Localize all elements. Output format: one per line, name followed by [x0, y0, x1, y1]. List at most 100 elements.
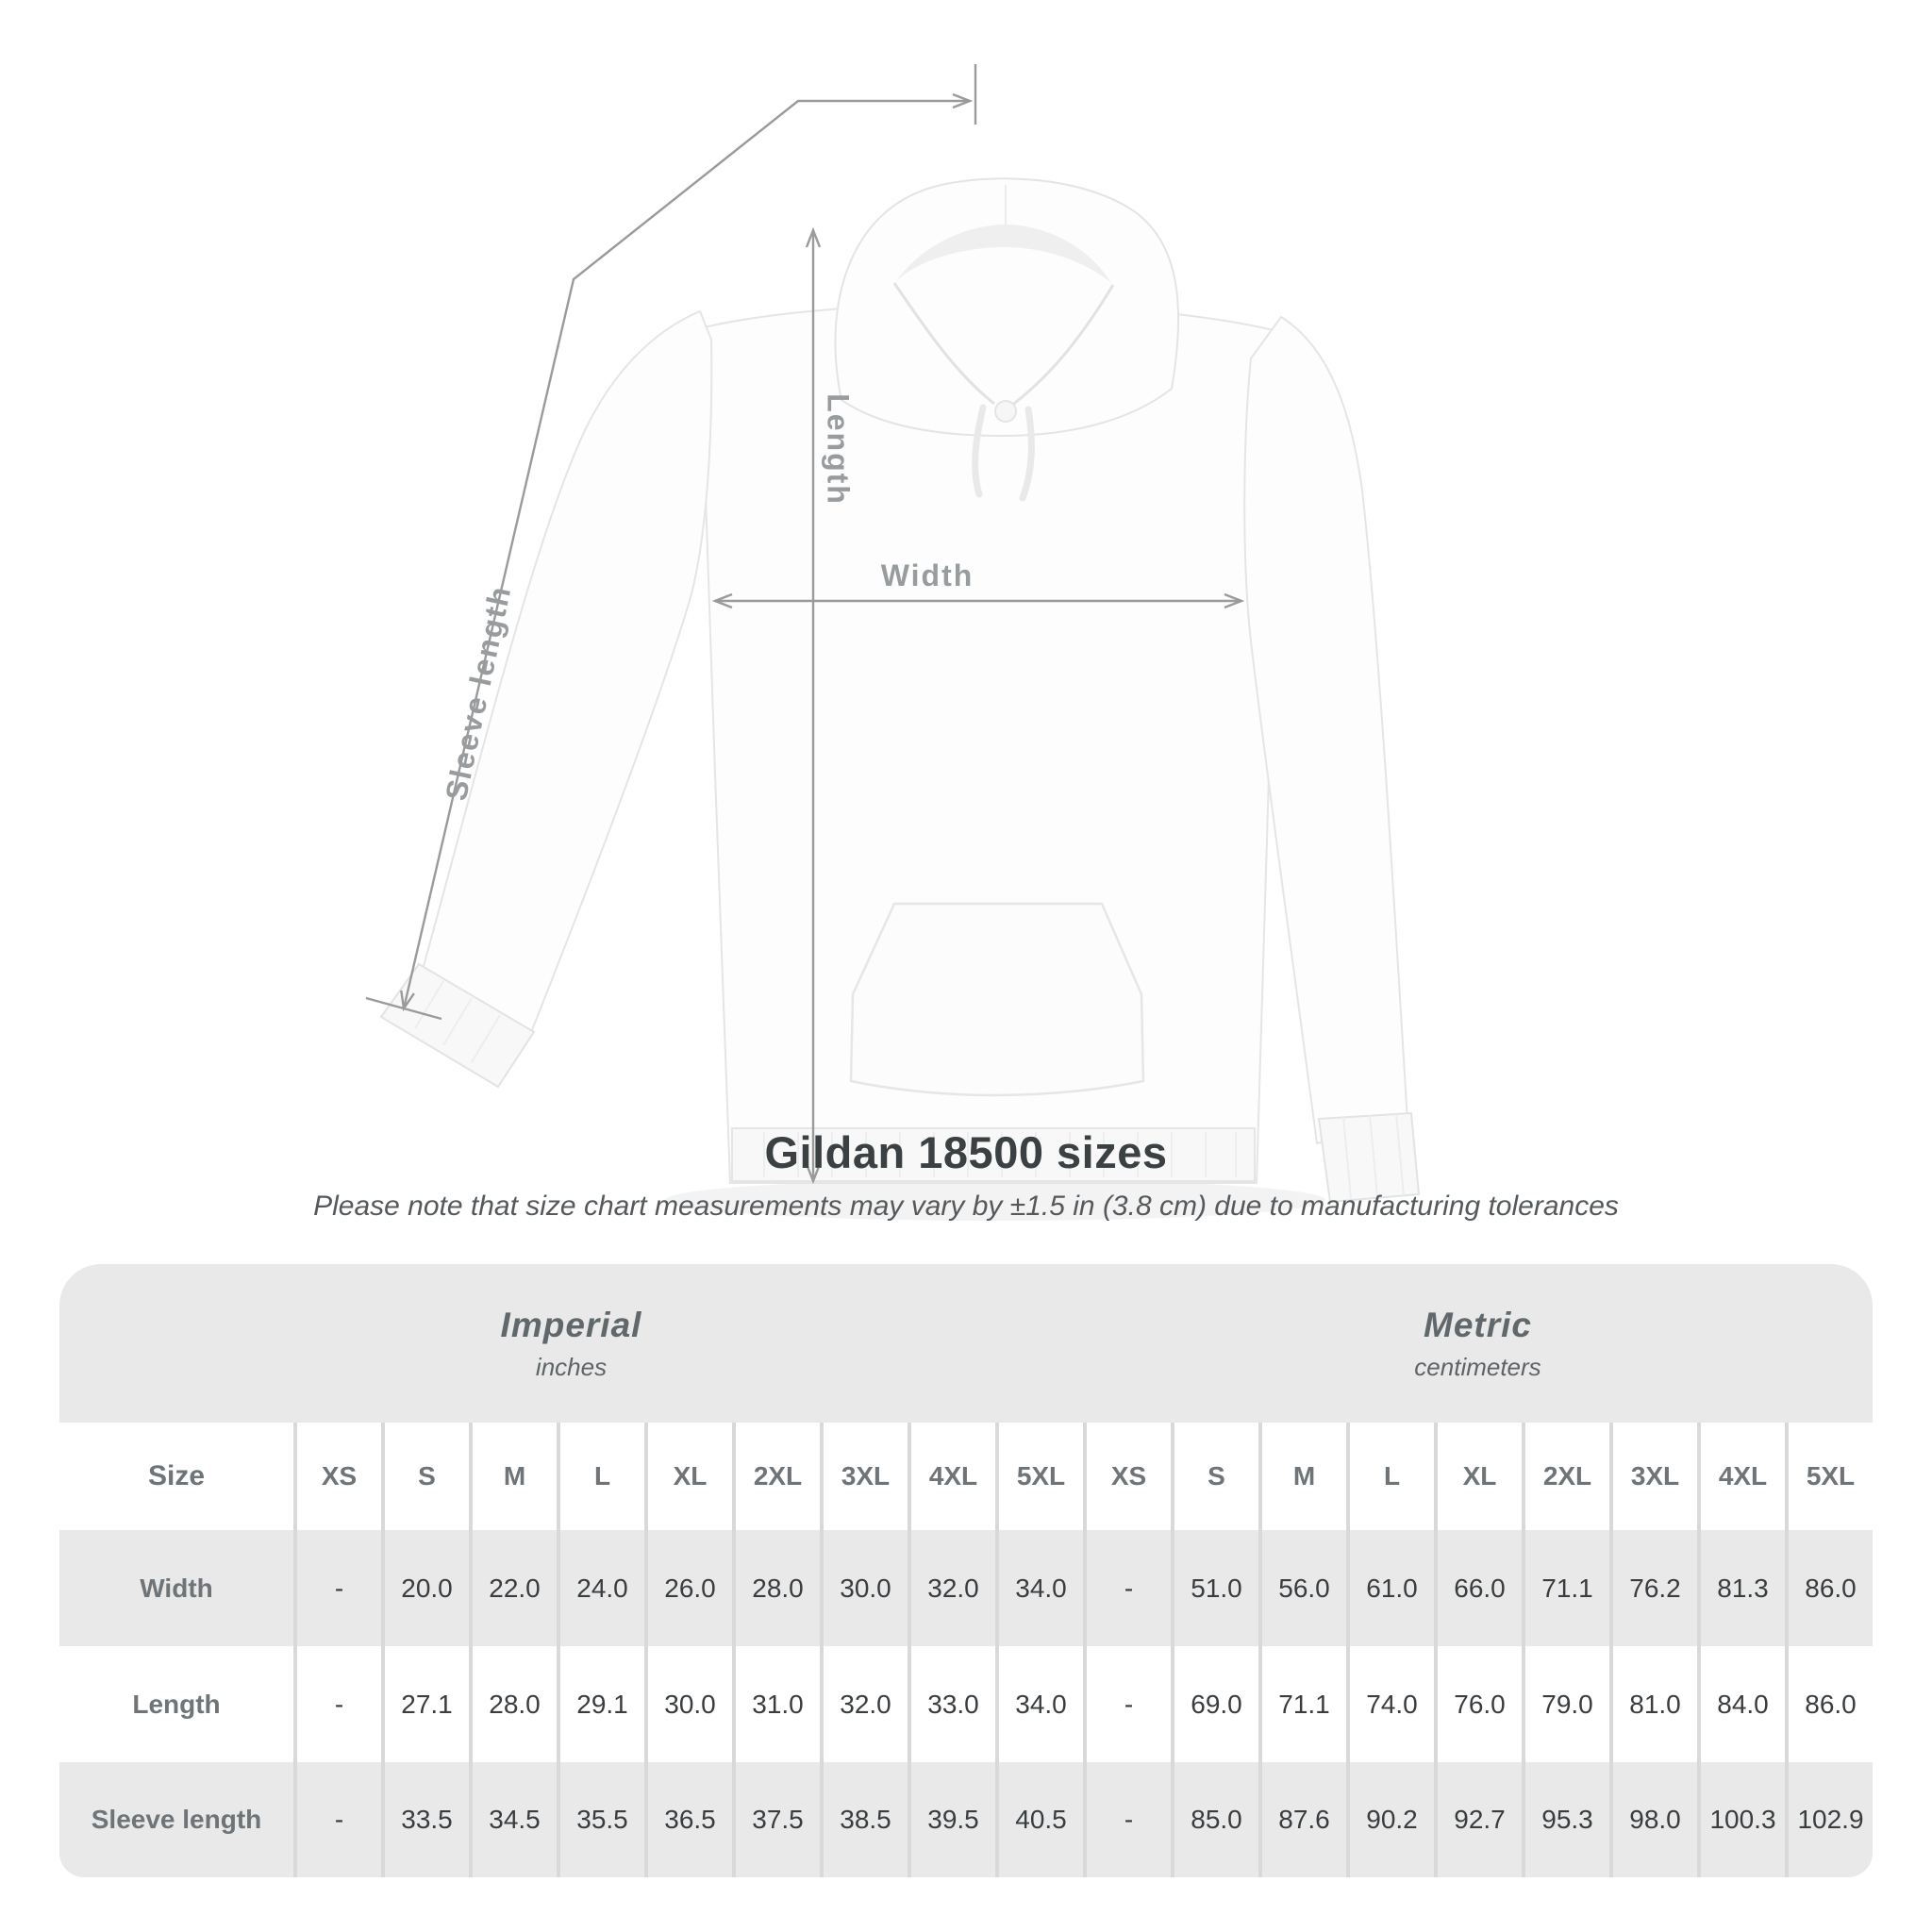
- drawstring-right: [1019, 406, 1035, 502]
- table-cell: 32.0: [908, 1530, 995, 1646]
- size-col-header: L: [557, 1423, 644, 1530]
- size-col-header: M: [1258, 1423, 1346, 1530]
- table-cell: 40.5: [995, 1762, 1083, 1877]
- size-col-header: XS: [1083, 1423, 1171, 1530]
- size-col-header: 3XL: [820, 1423, 908, 1530]
- hoodie-hem: [731, 1127, 1256, 1182]
- table-cell: 33.0: [908, 1646, 995, 1762]
- hoodie-illustration: [379, 177, 1421, 1221]
- table-cell: 29.1: [557, 1646, 644, 1762]
- table-cell: 86.0: [1785, 1530, 1873, 1646]
- table-cell: 28.0: [732, 1530, 820, 1646]
- size-col-header: 5XL: [1785, 1423, 1873, 1530]
- table-cell: 84.0: [1697, 1646, 1785, 1762]
- imperial-group-title: Imperial: [500, 1305, 642, 1344]
- table-cell: 20.0: [381, 1530, 469, 1646]
- table-cell: 74.0: [1346, 1646, 1434, 1762]
- sleeve-measure-line: [400, 92, 974, 1012]
- table-cell: -: [1083, 1762, 1171, 1877]
- table-cell: 90.2: [1346, 1762, 1434, 1877]
- right-cuff: [1317, 1111, 1421, 1204]
- table-cell: 86.0: [1785, 1646, 1873, 1762]
- table-cell: -: [1083, 1530, 1171, 1646]
- table-cell: 79.0: [1522, 1646, 1609, 1762]
- table-cell: 34.0: [995, 1530, 1083, 1646]
- table-cell: 26.0: [644, 1530, 732, 1646]
- hood-front-edge-right: [1010, 284, 1115, 408]
- table-cell: 31.0: [732, 1646, 820, 1762]
- row-label-width: Width: [59, 1530, 293, 1646]
- imperial-group-units: inches: [535, 1352, 608, 1381]
- table-cell: 100.3: [1697, 1762, 1785, 1877]
- measurement-lines: [365, 64, 1245, 1185]
- imperial-group-header: Imperial inches: [59, 1264, 1083, 1423]
- table-cell: 98.0: [1609, 1762, 1697, 1877]
- table-cell: 30.0: [644, 1646, 732, 1762]
- hem-ribbing: [763, 1132, 1237, 1177]
- table-cell: 95.3: [1522, 1762, 1609, 1877]
- table-cell: 34.5: [469, 1762, 557, 1877]
- size-col-header: S: [1171, 1423, 1258, 1530]
- table-cell: 35.5: [557, 1762, 644, 1877]
- metric-group-header: Metric centimeters: [1083, 1264, 1873, 1423]
- table-cell: 85.0: [1171, 1762, 1258, 1877]
- size-col-header: XL: [644, 1423, 732, 1530]
- size-col-header: 2XL: [1522, 1423, 1609, 1530]
- size-col-header: 4XL: [1697, 1423, 1785, 1530]
- table-cell: 61.0: [1346, 1530, 1434, 1646]
- table-cell: 56.0: [1258, 1530, 1346, 1646]
- hoodie-pocket: [849, 902, 1145, 1097]
- size-col-header: 5XL: [995, 1423, 1083, 1530]
- table-cell: 38.5: [820, 1762, 908, 1877]
- table-cell: 34.0: [995, 1646, 1083, 1762]
- table-cell: 92.7: [1434, 1762, 1522, 1877]
- tolerance-note: Please note that size chart measurements…: [313, 1191, 1619, 1222]
- size-col-header: XS: [293, 1423, 381, 1530]
- metric-group-title: Metric: [1424, 1305, 1532, 1344]
- table-cell: 27.1: [381, 1646, 469, 1762]
- table-cell: 81.0: [1609, 1646, 1697, 1762]
- table-cell: 71.1: [1258, 1646, 1346, 1762]
- size-col-header: S: [381, 1423, 469, 1530]
- hoodie-hood: [834, 177, 1180, 438]
- size-col-header: L: [1346, 1423, 1434, 1530]
- table-cell: 76.2: [1609, 1530, 1697, 1646]
- table-cell: 28.0: [469, 1646, 557, 1762]
- right-cuff-ribbing: [1342, 1113, 1405, 1199]
- table-cell: 30.0: [820, 1530, 908, 1646]
- width-measure-label: Width: [880, 558, 974, 592]
- table-cell: 37.5: [732, 1762, 820, 1877]
- size-col-header: 4XL: [908, 1423, 995, 1530]
- table-cell: 81.3: [1697, 1530, 1785, 1646]
- table-cell: 87.6: [1258, 1762, 1346, 1877]
- size-col-header: 3XL: [1609, 1423, 1697, 1530]
- table-cell: 22.0: [469, 1530, 557, 1646]
- row-label-length: Length: [59, 1646, 293, 1762]
- table-cell: -: [1083, 1646, 1171, 1762]
- size-col-header: 2XL: [732, 1423, 820, 1530]
- table-cell: 66.0: [1434, 1530, 1522, 1646]
- table-cell: 76.0: [1434, 1646, 1522, 1762]
- hoodie-right-sleeve: [1243, 315, 1409, 1145]
- table-cell: 32.0: [820, 1646, 908, 1762]
- table-cell: 51.0: [1171, 1530, 1258, 1646]
- size-chart-table: Imperial inches Metric centimeters Size …: [59, 1264, 1873, 1877]
- table-cell: -: [293, 1530, 381, 1646]
- size-column-header: Size: [59, 1423, 293, 1530]
- table-cell: 39.5: [908, 1762, 995, 1877]
- length-measure-label: Length: [821, 393, 856, 506]
- size-col-header: XL: [1434, 1423, 1522, 1530]
- size-col-header: M: [469, 1423, 557, 1530]
- page-title: Gildan 18500 sizes: [764, 1127, 1168, 1177]
- table-cell: 24.0: [557, 1530, 644, 1646]
- table-cell: -: [293, 1762, 381, 1877]
- row-label-sleeve-length: Sleeve length: [59, 1762, 293, 1877]
- shadow: [665, 1179, 1325, 1221]
- drawstring-knot: [994, 400, 1017, 423]
- table-cell: 102.9: [1785, 1762, 1873, 1877]
- table-cell: -: [293, 1646, 381, 1762]
- table-cell: 71.1: [1522, 1530, 1609, 1646]
- sleeve-measure-tick-bottom: [365, 996, 442, 1021]
- hoodie-size-diagram: [365, 64, 1421, 1221]
